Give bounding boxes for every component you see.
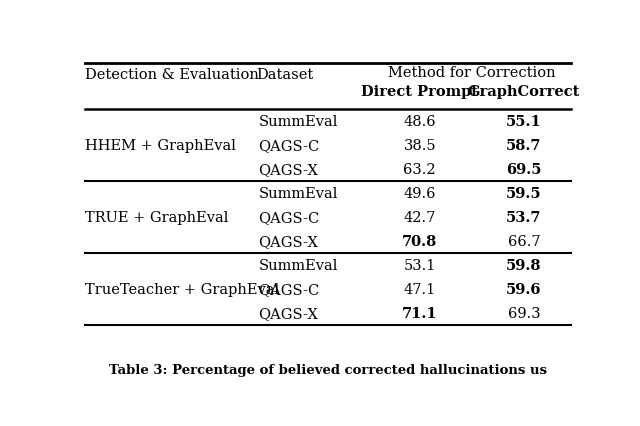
Text: Table 3: Percentage of believed corrected hallucinations us: Table 3: Percentage of believed correcte… <box>109 363 547 376</box>
Text: QAGS-X: QAGS-X <box>259 163 319 177</box>
Text: QAGS-X: QAGS-X <box>259 307 319 321</box>
Text: 38.5: 38.5 <box>403 139 436 153</box>
Text: 70.8: 70.8 <box>402 235 437 249</box>
Text: QAGS-C: QAGS-C <box>259 139 320 153</box>
Text: 69.3: 69.3 <box>508 307 540 321</box>
Text: QAGS-C: QAGS-C <box>259 211 320 225</box>
Text: 69.5: 69.5 <box>506 163 541 177</box>
Text: 66.7: 66.7 <box>508 235 540 249</box>
Text: TRUE + GraphEval: TRUE + GraphEval <box>85 211 228 225</box>
Text: 53.7: 53.7 <box>506 211 541 225</box>
Text: 55.1: 55.1 <box>506 115 542 129</box>
Text: 63.2: 63.2 <box>403 163 436 177</box>
Text: SummEval: SummEval <box>259 187 338 201</box>
Text: QAGS-X: QAGS-X <box>259 235 319 249</box>
Text: TrueTeacher + GraphEval: TrueTeacher + GraphEval <box>85 283 279 297</box>
Text: Direct Prompt: Direct Prompt <box>361 85 478 98</box>
Text: Dataset: Dataset <box>256 67 314 81</box>
Text: 59.8: 59.8 <box>506 259 541 273</box>
Text: 42.7: 42.7 <box>404 211 436 225</box>
Text: 59.6: 59.6 <box>506 283 541 297</box>
Text: 58.7: 58.7 <box>506 139 541 153</box>
Text: HHEM + GraphEval: HHEM + GraphEval <box>85 139 236 153</box>
Text: Method for Correction: Method for Correction <box>388 66 556 80</box>
Text: SummEval: SummEval <box>259 115 338 129</box>
Text: Detection & Evaluation: Detection & Evaluation <box>85 67 259 81</box>
Text: 47.1: 47.1 <box>404 283 436 297</box>
Text: 49.6: 49.6 <box>403 187 436 201</box>
Text: 59.5: 59.5 <box>506 187 541 201</box>
Text: 53.1: 53.1 <box>404 259 436 273</box>
Text: 71.1: 71.1 <box>402 307 438 321</box>
Text: QAGS-C: QAGS-C <box>259 283 320 297</box>
Text: GraphCorrect: GraphCorrect <box>468 85 580 98</box>
Text: 48.6: 48.6 <box>403 115 436 129</box>
Text: SummEval: SummEval <box>259 259 338 273</box>
